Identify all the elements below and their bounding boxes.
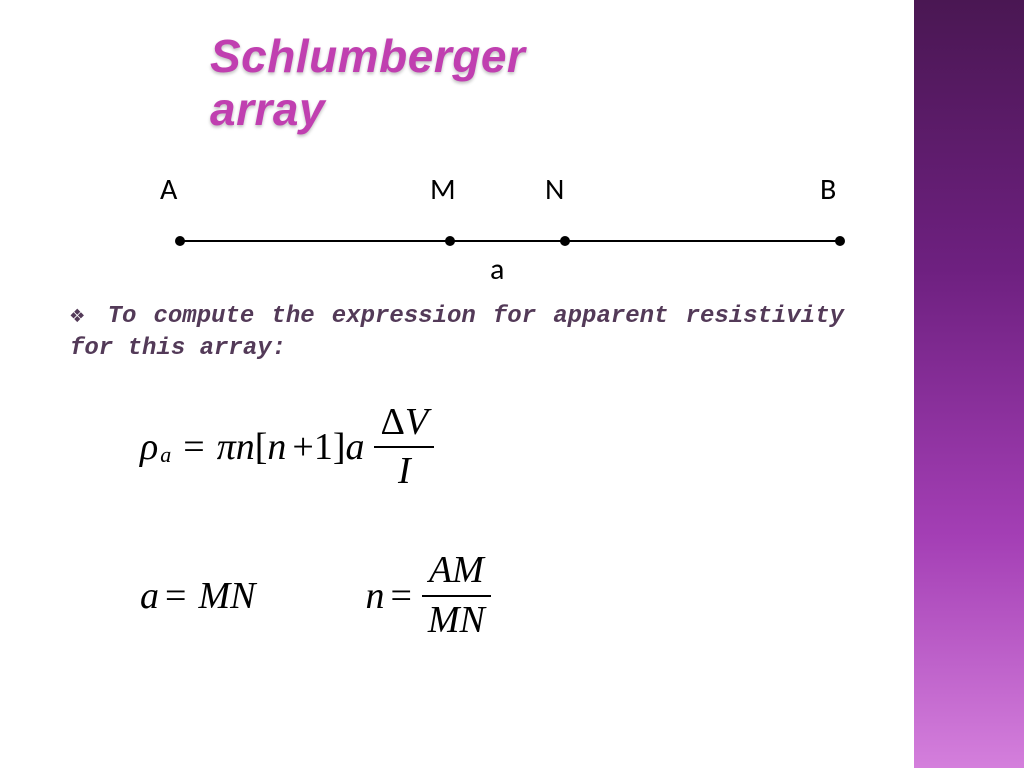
bullet-text: To compute the expression for apparent r… [70, 303, 844, 362]
bullet-icon: ❖ [70, 301, 84, 333]
sym-pi: π [217, 425, 236, 469]
sym-one: 1 [314, 425, 333, 469]
bullet-text-line: ❖ To compute the expression for apparent… [40, 301, 874, 366]
formula-n-eq-am-mn: n = AM MN [365, 549, 494, 642]
sym-n1: n [236, 425, 255, 469]
title-line-2: array [210, 83, 325, 135]
formula-main: ρa = πn[n +1]a ΔV I [140, 401, 874, 494]
sym-eq2: = [165, 574, 186, 618]
side-gradient-bar [914, 0, 1024, 768]
array-diagram: A M N B a [120, 171, 840, 291]
sym-n3: n [365, 574, 384, 618]
electrode-A-dot [175, 236, 185, 246]
formula-rho: ρa = πn[n +1]a ΔV I [140, 401, 874, 494]
sym-a: a [345, 425, 364, 469]
sym-n2: n [267, 425, 286, 469]
sym-plus: + [292, 425, 313, 469]
label-M: M [430, 171, 456, 208]
formula-row-2: a = MN n = AM MN [140, 549, 874, 642]
frac-dv-i: ΔV I [374, 401, 434, 494]
sym-a2: a [140, 574, 159, 618]
formula-a-eq-mn: a = MN [140, 574, 255, 618]
sym-V: V [405, 401, 428, 443]
electrode-N-dot [560, 236, 570, 246]
sym-MN: MN [198, 574, 255, 618]
sym-AM: AM [423, 549, 490, 593]
sym-sub-a: a [160, 442, 171, 468]
frac-am-mn: AM MN [422, 549, 491, 642]
label-A: A [160, 171, 177, 208]
sym-delta: Δ [380, 401, 404, 443]
sym-eq1: = [183, 425, 204, 469]
title-line-1: Schlumberger [210, 30, 525, 82]
electrode-M-dot [445, 236, 455, 246]
sym-MN2: MN [422, 599, 491, 643]
electrode-B-dot [835, 236, 845, 246]
sym-eq3: = [390, 574, 411, 618]
sym-lbr: [ [255, 425, 268, 469]
slide-title: Schlumberger array [210, 30, 874, 136]
label-a: a [490, 251, 504, 288]
slide-content: Schlumberger array A M N B a ❖ To comput… [0, 0, 914, 768]
sym-I: I [392, 450, 417, 494]
sym-rho: ρ [140, 425, 158, 469]
label-B: B [820, 171, 836, 208]
sym-rbr: ] [333, 425, 346, 469]
label-N: N [545, 171, 564, 208]
